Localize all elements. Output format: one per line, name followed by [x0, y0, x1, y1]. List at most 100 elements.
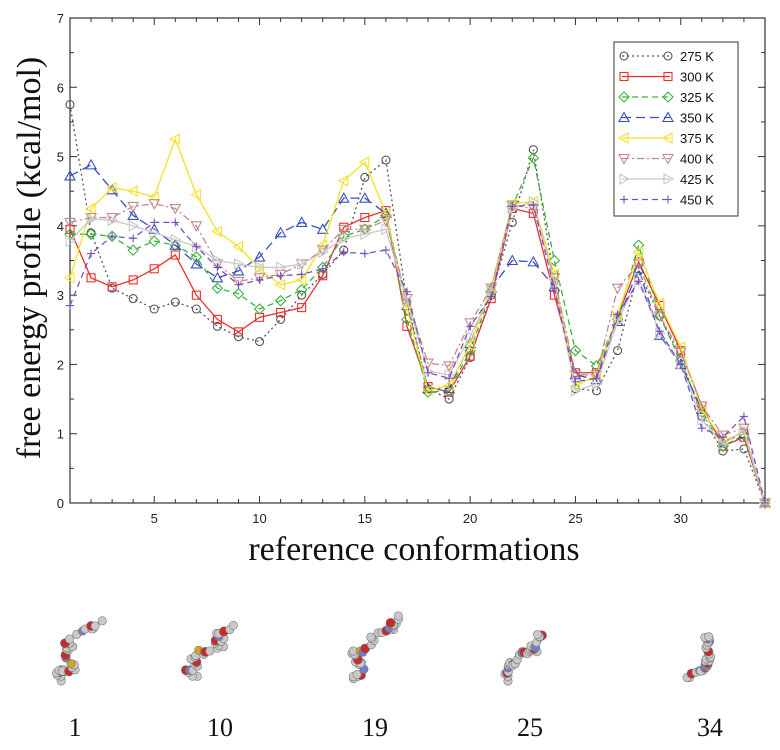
data-point-450k	[297, 270, 306, 279]
data-point-375k	[442, 379, 454, 392]
data-point-275k	[613, 346, 623, 356]
data-point-275k	[297, 290, 307, 300]
data-point-400k	[379, 215, 392, 227]
data-point-400k	[190, 221, 203, 232]
data-point-325k	[632, 239, 645, 252]
data-point-300k	[465, 351, 475, 361]
data-point-375k	[63, 271, 75, 284]
data-point-450k	[339, 248, 348, 257]
y-tick-label: 5	[57, 150, 64, 165]
molecule-atom	[704, 632, 714, 642]
data-point-325k	[64, 228, 76, 240]
data-point-450k	[676, 360, 685, 369]
legend-label-275k: 275 K	[680, 49, 714, 64]
conformation-label: 19	[362, 713, 388, 742]
molecule-atom	[393, 611, 403, 621]
conformation-label: 34	[697, 713, 723, 742]
conformation-label: 10	[207, 713, 233, 742]
data-point-425k	[339, 232, 350, 245]
data-point-425k	[318, 246, 329, 259]
data-point-450k	[718, 433, 727, 442]
data-point-350k	[358, 192, 371, 203]
data-point-350k	[337, 192, 350, 203]
data-point-375k	[253, 262, 265, 275]
data-point-350k	[506, 254, 519, 266]
data-point-275k	[128, 294, 138, 304]
data-point-325k	[232, 287, 245, 300]
legend-marker-425k	[663, 173, 675, 185]
data-point-375k	[674, 341, 686, 354]
data-point-450k	[213, 263, 222, 272]
data-point-375k	[84, 202, 96, 215]
data-point-425k	[86, 212, 98, 225]
series-300k	[65, 203, 770, 508]
molecule-structure-2	[181, 620, 238, 681]
legend-marker-375k	[661, 132, 673, 144]
data-point-325k	[569, 344, 582, 357]
series-line-425k	[69, 200, 766, 504]
data-point-450k	[761, 499, 769, 507]
legend-label-350k: 350 K	[680, 111, 714, 126]
legend-marker-425k	[619, 173, 631, 185]
data-point-300k	[212, 314, 222, 324]
data-point-425k	[65, 235, 77, 248]
data-point-450k	[697, 424, 706, 433]
data-point-375k	[105, 181, 117, 194]
data-point-350k	[379, 207, 392, 218]
data-point-375k	[653, 297, 665, 310]
series-layer	[63, 100, 772, 510]
data-point-300k	[191, 290, 201, 300]
data-point-450k	[550, 284, 559, 293]
data-point-325k	[253, 303, 266, 315]
legend-label-450k: 450 K	[680, 193, 714, 208]
data-point-425k	[212, 254, 224, 267]
data-point-425k	[254, 261, 266, 274]
data-point-350k	[527, 255, 540, 267]
data-point-450k	[192, 242, 201, 251]
data-point-400k	[337, 224, 350, 236]
data-point-375k	[169, 133, 180, 146]
data-point-400k	[127, 201, 140, 213]
molecule-structure-1	[51, 616, 107, 686]
x-tick-label: 5	[151, 511, 158, 526]
data-point-450k	[360, 249, 369, 258]
legend-label-325k: 325 K	[680, 90, 714, 105]
data-point-350k	[274, 226, 287, 238]
data-point-350k	[190, 257, 203, 269]
molecule-atom	[90, 621, 100, 631]
data-point-375k	[274, 278, 286, 291]
legend-label-425k: 425 K	[680, 172, 714, 187]
legend-marker-300k	[663, 71, 673, 82]
series-line-375k	[69, 137, 766, 504]
data-point-325k	[169, 239, 182, 252]
conformation-label: 25	[517, 713, 543, 742]
data-point-400k	[148, 199, 161, 210]
data-point-275k	[65, 100, 75, 110]
legend-marker-300k	[619, 71, 629, 82]
data-point-400k	[232, 276, 245, 288]
legend-marker-400k	[662, 153, 674, 165]
data-point-400k	[169, 203, 182, 215]
legend-marker-450k	[664, 195, 672, 204]
data-point-450k	[613, 310, 622, 319]
x-tick-label: 10	[252, 511, 266, 526]
legend-label-400k: 400 K	[680, 152, 714, 167]
data-point-450k	[445, 374, 454, 383]
molecule-atom	[64, 634, 74, 644]
free-energy-chart: 0 1 2 3 4 5 6 7 5 10 15 20 25 30 275 K 300 K 325 K 350 K…	[11, 11, 772, 568]
series-line-450k	[69, 204, 766, 504]
series-line-400k	[69, 203, 766, 504]
data-point-425k	[402, 294, 414, 307]
x-tick-label: 25	[568, 511, 582, 526]
y-tick-label: 0	[57, 496, 64, 511]
data-point-300k	[297, 303, 307, 313]
data-point-275k	[254, 337, 265, 347]
data-point-450k	[529, 201, 538, 210]
legend-marker-350k	[618, 111, 630, 123]
data-point-275k	[233, 332, 244, 342]
data-point-425k	[128, 219, 140, 232]
molecule-structure-5	[682, 632, 716, 683]
data-point-425k	[233, 258, 245, 270]
data-point-275k	[191, 304, 201, 314]
x-axis-title: reference conformations	[248, 531, 579, 568]
